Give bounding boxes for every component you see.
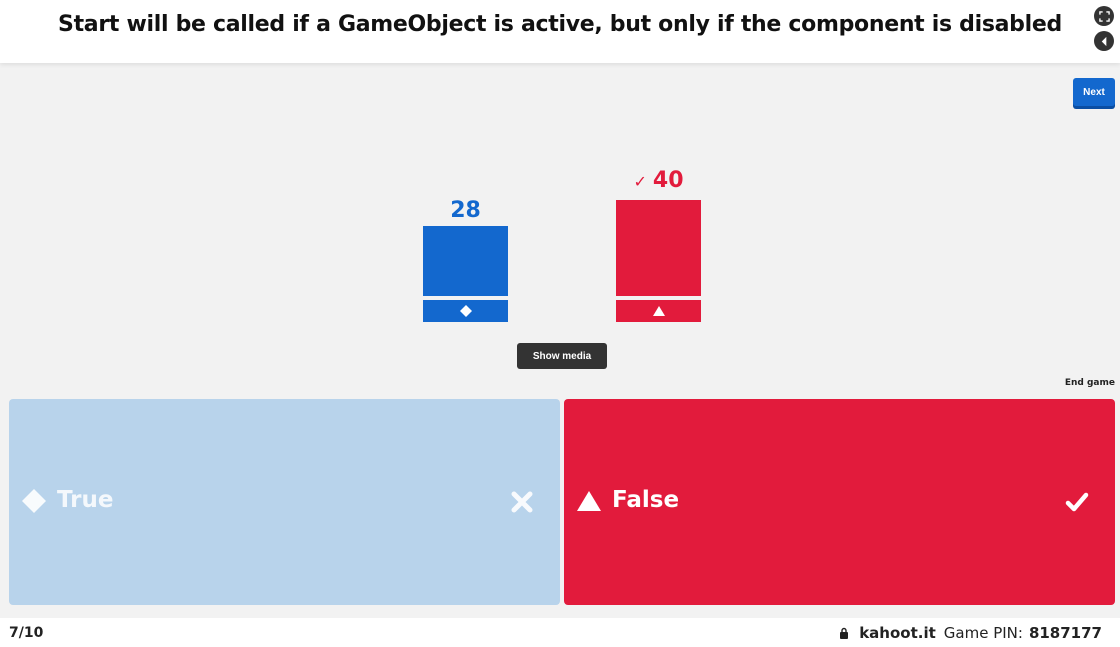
result-bar-red: ✓ 40: [616, 168, 701, 324]
game-info: kahoot.it Game PIN: 8187177: [839, 624, 1102, 642]
fullscreen-button[interactable]: [1094, 6, 1114, 26]
top-bar: Start will be called if a GameObject is …: [0, 0, 1120, 63]
red-bar-base: [616, 300, 701, 322]
game-pin: 8187177: [1028, 624, 1102, 642]
end-game-link[interactable]: End game: [1064, 378, 1115, 388]
blue-bar-base: [423, 300, 508, 322]
diamond-icon: [22, 489, 46, 513]
check-icon: [1065, 492, 1089, 512]
sound-button[interactable]: [1094, 31, 1114, 51]
pin-label: Game PIN:: [943, 624, 1023, 642]
answer-true: True: [9, 399, 560, 605]
sound-icon: [1101, 36, 1106, 46]
answer-true-label: True: [57, 487, 114, 513]
diamond-icon: [459, 305, 472, 317]
show-media-button[interactable]: Show media: [517, 343, 607, 369]
answer-false-label: False: [612, 487, 680, 513]
answer-false: False: [564, 399, 1115, 605]
footer: 7/10 kahoot.it Game PIN: 8187177: [0, 618, 1120, 647]
question-progress: 7/10: [9, 625, 44, 641]
blue-count: 28: [450, 198, 481, 223]
triangle-icon: [652, 306, 665, 316]
next-button[interactable]: Next: [1073, 78, 1115, 106]
red-count-row: ✓ 40: [616, 168, 701, 193]
triangle-icon: [577, 491, 601, 511]
lock-icon: [840, 627, 849, 639]
red-bar-fill: [616, 200, 701, 296]
question-title: Start will be called if a GameObject is …: [58, 12, 1062, 37]
cross-icon: [511, 491, 533, 513]
correct-check-icon: ✓: [633, 172, 647, 191]
red-count: 40: [652, 168, 684, 193]
fullscreen-icon: [1098, 10, 1110, 22]
kahoot-domain: kahoot.it: [859, 624, 936, 642]
blue-bar-fill: [423, 226, 508, 296]
result-bar-blue: 28: [423, 198, 508, 324]
